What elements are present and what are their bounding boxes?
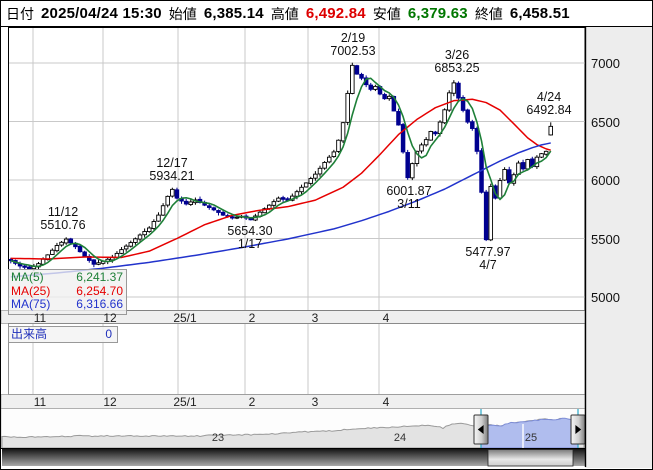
price-annotation: 2/19 7002.53	[330, 30, 376, 58]
price-annotation: 6001.87 3/11	[386, 183, 432, 211]
close-value: 6,458.51	[509, 5, 570, 22]
scrollbar-thumb[interactable]	[487, 449, 574, 467]
open-value: 6,385.14	[203, 5, 264, 22]
x-axis-label: 3	[311, 311, 319, 325]
high-value: 6,492.84	[305, 5, 366, 22]
ma5-line	[10, 77, 552, 268]
price-annotation: 4/24 6492.84	[526, 90, 572, 118]
ma75-label: MA(75)	[11, 297, 51, 311]
candlestick-series	[9, 62, 554, 271]
ma-legend: MA(5) 6,241.37 MA(25) 6,254.70 MA(75) 6,…	[8, 269, 127, 315]
x-axis-label: 11	[33, 395, 47, 409]
x-axis-label: 4	[382, 311, 390, 325]
arrow-right-icon	[575, 425, 582, 434]
price-annotation: 5654.30 1/17	[227, 224, 273, 252]
close-label: 終値	[474, 5, 503, 22]
ma75-line	[10, 142, 551, 278]
low-value: 6,379.63	[407, 5, 468, 22]
price-annotation: 11/12 5510.76	[40, 205, 86, 233]
ma5-row: MA(5) 6,241.37	[11, 270, 123, 285]
scrollbar-track[interactable]	[2, 449, 585, 466]
price-annotation: 3/26 6853.25	[434, 48, 480, 76]
volume-value: 0	[105, 327, 112, 341]
x-axis-label: 4	[382, 395, 390, 409]
ma5-label: MA(5)	[11, 270, 44, 284]
right-axis-pane	[585, 27, 652, 468]
volume-legend: 出来高 0	[8, 326, 118, 343]
navigator-year-label: 24	[393, 432, 407, 444]
x-axis-label: 2	[248, 395, 256, 409]
x-axis-label: 25/1	[173, 395, 197, 409]
x-axis-strip-2	[0, 394, 586, 409]
price-annotation: 12/17 5934.21	[149, 155, 195, 183]
x-axis-label: 12	[103, 311, 117, 325]
ma25-value: 6,254.70	[76, 283, 123, 298]
price-annotation: 5477.97 4/7	[465, 245, 511, 273]
x-axis-label: 25/1	[173, 311, 197, 325]
high-label: 高値	[270, 5, 299, 22]
ma5-value: 6,241.37	[76, 270, 123, 284]
ma75-row: MA(75) 6,316.66	[11, 297, 123, 312]
x-axis-label: 12	[103, 395, 117, 409]
ma25-row: MA(25) 6,254.70	[11, 283, 123, 299]
y-axis-label: 7000	[591, 56, 620, 71]
date-label: 日付	[6, 5, 34, 22]
ma25-label: MA(25)	[11, 283, 51, 298]
x-axis-label: 11	[33, 311, 47, 325]
quote-header: 日付 2025/04/24 15:30 始値 6,385.14 高値 6,492…	[1, 1, 652, 27]
low-label: 安値	[372, 5, 401, 22]
y-axis-label: 5500	[591, 231, 620, 247]
arrow-left-icon	[477, 425, 484, 434]
y-axis-label: 5000	[591, 290, 620, 305]
x-axis-label: 2	[248, 311, 256, 325]
open-label: 始値	[168, 5, 197, 22]
x-axis-label: 3	[311, 395, 319, 409]
navigator-selected-area[interactable]	[480, 417, 579, 449]
navigator-year-label: 25	[524, 432, 538, 444]
navigator-year-label: 23	[211, 432, 225, 444]
y-axis-label: 6000	[591, 173, 620, 188]
y-axis-label: 6500	[591, 114, 620, 130]
volume-label: 出来高	[11, 327, 48, 341]
ma75-value: 6,316.66	[76, 297, 123, 311]
date-value: 2025/04/24 15:30	[41, 5, 162, 22]
